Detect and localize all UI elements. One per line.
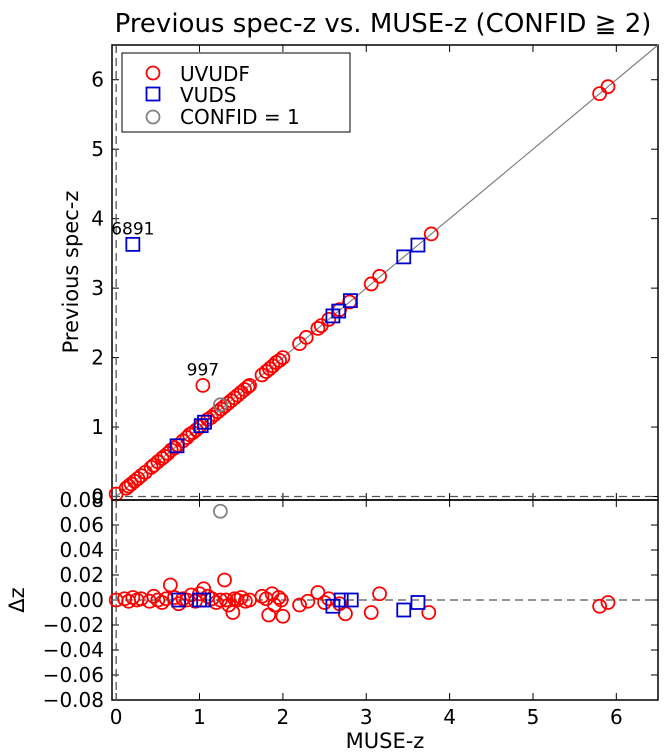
top-uvudf-point: [237, 382, 252, 397]
bottom-uvudf-point: [363, 605, 379, 620]
bottom-uvudf-point: [154, 595, 170, 610]
top-vuds-point: [197, 414, 212, 430]
legend-vuds-marker: [145, 86, 161, 102]
top-y-tick-label: 3: [91, 276, 104, 300]
top-y-tick-label: 0: [91, 485, 104, 509]
legend-confid1-label: CONFID = 1: [180, 105, 300, 129]
legend-vuds-label: VUDS: [180, 83, 236, 107]
bottom-uvudf-point: [225, 605, 241, 620]
bottom-y-tick-label: −0.02: [43, 613, 104, 637]
bottom-uvudf-point: [592, 598, 608, 614]
x-tick-label: 4: [443, 705, 456, 729]
top-uvudf-point: [321, 311, 337, 327]
legend-confid1-marker: [145, 109, 161, 125]
bottom-uvudf-point: [338, 606, 353, 622]
top-panel: 0 1 2 3 4 5 6 6891 997 Previous spec-z: [59, 44, 659, 509]
legend-uvudf-marker: [145, 65, 161, 81]
top-confid1-point: [212, 397, 228, 413]
top-y-tick-label: 2: [91, 346, 104, 370]
top-uvudf-point: [298, 330, 314, 345]
top-vuds-point: [125, 236, 141, 252]
top-uvudf-point: [133, 468, 149, 484]
bottom-vuds-point: [171, 592, 187, 608]
top-vuds-point: [410, 237, 426, 253]
x-tick-label: 5: [527, 705, 540, 729]
top-axis-ticks: 0 1 2 3 4 5 6: [91, 45, 658, 509]
top-y-tick-label: 5: [91, 137, 104, 161]
bottom-uvudf-point: [217, 572, 232, 588]
bottom-y-tick-label: −0.04: [43, 638, 104, 662]
bottom-vuds-point: [196, 592, 212, 608]
top-data-markers: [108, 79, 616, 502]
x-tick-label: 3: [360, 705, 373, 729]
bottom-data-markers: [108, 503, 616, 624]
bottom-y-tick-label: 0.08: [59, 488, 104, 512]
top-vuds-point: [343, 293, 358, 309]
top-uvudf-point: [275, 350, 291, 365]
annotation-label: 997: [187, 360, 219, 380]
top-y-axis-label: Previous spec-z: [59, 191, 83, 354]
bottom-axis-ticks: 0 1 2 3 4 5 6−0.08−0.06−0.04−0.020.000.020.040…: [43, 488, 658, 729]
bottom-uvudf-point: [421, 605, 437, 620]
bottom-uvudf-point: [310, 585, 326, 600]
top-uvudf-point: [363, 276, 379, 292]
top-y-tick-label: 6: [91, 68, 104, 92]
top-vuds-point: [193, 418, 209, 434]
legend-uvudf-label: UVUDF: [180, 62, 250, 86]
top-uvudf-point: [423, 226, 439, 242]
legend: UVUDF VUDS CONFID = 1: [121, 52, 351, 133]
chart-title: Previous spec-z vs. MUSE-z (CONFID ≧ 2): [115, 9, 652, 39]
bottom-y-axis-label: Δz: [5, 587, 29, 612]
top-uvudf-point: [188, 422, 204, 438]
bottom-uvudf-point: [317, 595, 332, 610]
bottom-panel: 0 1 2 3 4 5 6−0.08−0.06−0.04−0.020.000.020.040…: [5, 488, 659, 753]
top-uvudf-point: [192, 419, 207, 435]
bottom-uvudf-point: [300, 593, 316, 609]
bottom-y-tick-label: −0.08: [43, 688, 104, 712]
top-y-tick-label: 1: [91, 415, 104, 439]
x-tick-label: 2: [277, 705, 290, 729]
bottom-y-tick-label: 0.04: [59, 538, 104, 562]
top-uvudf-point: [242, 377, 257, 393]
top-uvudf-point: [372, 268, 387, 284]
top-uvudf-point: [310, 321, 326, 336]
bottom-uvudf-point: [196, 581, 212, 597]
bottom-vuds-point: [343, 592, 359, 608]
bottom-vuds-point: [410, 595, 426, 610]
bottom-uvudf-point: [292, 597, 307, 613]
x-tick-label: 6: [610, 705, 623, 729]
top-uvudf-point: [240, 379, 256, 395]
bottom-uvudf-point: [187, 593, 203, 609]
top-uvudf-point: [195, 377, 211, 393]
top-vuds-point: [331, 303, 347, 319]
bottom-uvudf-point: [372, 586, 387, 602]
bottom-uvudf-point: [600, 595, 616, 610]
bottom-uvudf-point: [261, 607, 277, 623]
x-axis-label: MUSE-z: [346, 729, 425, 753]
top-vuds-point: [169, 438, 185, 454]
bottom-uvudf-point: [212, 592, 228, 608]
top-vuds-point: [396, 249, 412, 265]
top-annotations: 6891 997: [111, 219, 219, 380]
bottom-y-tick-label: 0.06: [59, 513, 104, 537]
x-tick-label: 1: [193, 705, 206, 729]
top-uvudf-point: [600, 79, 616, 95]
x-tick-label: 0: [110, 705, 123, 729]
bottom-confid1-point: [212, 503, 228, 519]
bottom-y-tick-label: −0.06: [43, 663, 104, 687]
bottom-vuds-point: [396, 602, 412, 618]
bottom-y-tick-label: 0.00: [59, 588, 104, 612]
top-y-tick-label: 4: [91, 207, 104, 231]
annotation-label: 6891: [111, 219, 154, 239]
bottom-y-tick-label: 0.02: [59, 563, 104, 587]
bottom-uvudf-point: [162, 577, 178, 593]
bottom-uvudf-point: [273, 592, 289, 608]
top-uvudf-point: [272, 352, 287, 368]
bottom-uvudf-point: [233, 590, 249, 605]
bottom-uvudf-point: [275, 608, 291, 624]
bottom-vuds-point: [333, 592, 349, 608]
bottom-uvudf-point: [271, 590, 287, 605]
